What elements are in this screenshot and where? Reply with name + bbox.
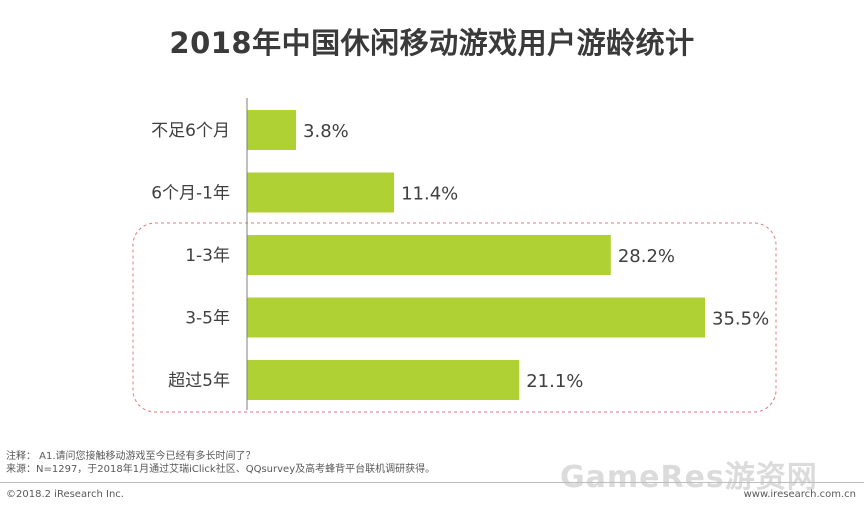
value-label: 11.4% — [401, 184, 458, 205]
site-url: www.iresearch.com.cn — [743, 489, 856, 500]
watermark-logo: GameRes游资网 — [560, 460, 818, 495]
bar — [247, 172, 395, 213]
value-label: 35.5% — [712, 309, 769, 330]
bar — [247, 297, 705, 338]
notes: 注释： A1.请问您接触移动游戏至今已经有多长时间了？ 来源：N=1297，于2… — [6, 450, 435, 476]
highlight-box — [132, 222, 777, 413]
bar — [247, 360, 520, 400]
category-label: 3-5年 — [185, 309, 230, 329]
note-source: 来源：N=1297，于2018年1月通过艾瑞iClick社区、QQsurvey及… — [6, 464, 436, 475]
value-label: 3.8% — [303, 121, 349, 142]
copyright: ©2018.2 iResearch Inc. — [6, 489, 124, 500]
chart-title: 2018年中国休闲移动游戏用户游龄统计 — [169, 26, 695, 60]
category-label: 不足6个月 — [151, 121, 230, 141]
note-question: 注释： A1.请问您接触移动游戏至今已经有多长时间了？ — [6, 451, 256, 462]
bar — [247, 235, 611, 275]
value-label: 21.1% — [526, 371, 583, 392]
category-label: 超过5年 — [168, 371, 230, 391]
category-label: 6个月-1年 — [151, 184, 230, 204]
footer-divider — [0, 482, 864, 483]
bar-chart: 不足6个月 3.8% 6个月-1年 11.4% 1-3年 28.2% 3-5年 35.5% 超过… — [132, 98, 777, 413]
bars-group: 不足6个月 3.8% 6个月-1年 11.4% 1-3年 28.2% 3-5年 35.5% 超过… — [151, 110, 769, 400]
category-label: 1-3年 — [185, 246, 230, 266]
value-label: 28.2% — [618, 246, 675, 267]
bar — [247, 110, 297, 150]
